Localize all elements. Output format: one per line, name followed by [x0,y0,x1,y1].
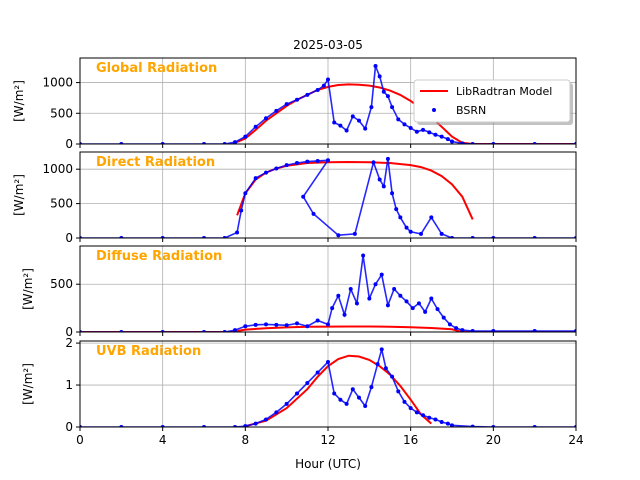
bsrn-trace [80,349,576,427]
bsrn-trace [80,255,576,332]
x-axis: 0 4 8 12 16 20 24 [76,433,583,447]
model-line [234,83,576,144]
x-axis-label: Hour (UTC) [295,457,361,471]
bsrn-trace [80,158,576,238]
figure-title: 2025-03-05 [293,38,363,52]
model-line [245,354,432,427]
y-tick-label: 1 [65,378,73,392]
y-tick-label: 0 [65,137,73,151]
y-tick-label: 500 [50,197,73,211]
panel-label: Direct Radiation [96,155,215,170]
plot-area [80,253,576,332]
y-axis-label: [W/m²] [12,80,26,122]
legend-box [413,79,571,123]
legend-bsrn-swatch [432,108,436,112]
bsrn-trace [80,65,576,144]
y-tick-label: 2 [65,336,73,350]
model-line [80,325,576,332]
panel-4: 0 1 2 UVB Radiation [W/m²] [21,336,577,434]
y-tick-label: 1000 [42,162,73,176]
plot-area [80,63,576,144]
y-axis-label: [W/m²] [12,174,26,216]
y-tick-label: 0 [65,420,73,434]
panel-2: 0 500 1000 Direct Radiation [W/m²] [12,151,577,245]
panel-label: UVB Radiation [96,344,201,359]
legend: LibRadtran Model BSRN [413,79,573,125]
y-axis-label: [W/m²] [21,268,35,310]
panel-label: Diffuse Radiation [96,249,222,264]
panel-3: 0 500 Diffuse Radiation [W/m²] [21,245,577,339]
panel-label: Global Radiation [96,61,217,76]
y-axis-label: [W/m²] [21,363,35,405]
panel-1: 0 500 1000 Global Radiation [W/m²] [12,57,577,151]
legend-model-label: LibRadtran Model [456,85,552,98]
x-tick-label: 16 [403,433,418,447]
y-tick-label: 1000 [42,76,73,90]
y-tick-label: 500 [50,106,73,120]
plot-area [80,156,576,238]
x-tick-label: 20 [486,433,501,447]
x-tick-label: 8 [242,433,250,447]
x-tick-label: 12 [320,433,335,447]
legend-bsrn-label: BSRN [456,104,486,117]
plot-area [80,347,576,427]
x-tick-label: 4 [159,433,167,447]
y-tick-label: 500 [50,277,73,291]
x-tick-label: 24 [568,433,583,447]
y-tick-label: 0 [65,231,73,245]
x-tick-label: 0 [76,433,84,447]
y-tick-label: 0 [65,325,73,339]
panels: 0 500 1000 Global Radiation [W/m²] 0 500 1000 Di… [12,57,577,434]
